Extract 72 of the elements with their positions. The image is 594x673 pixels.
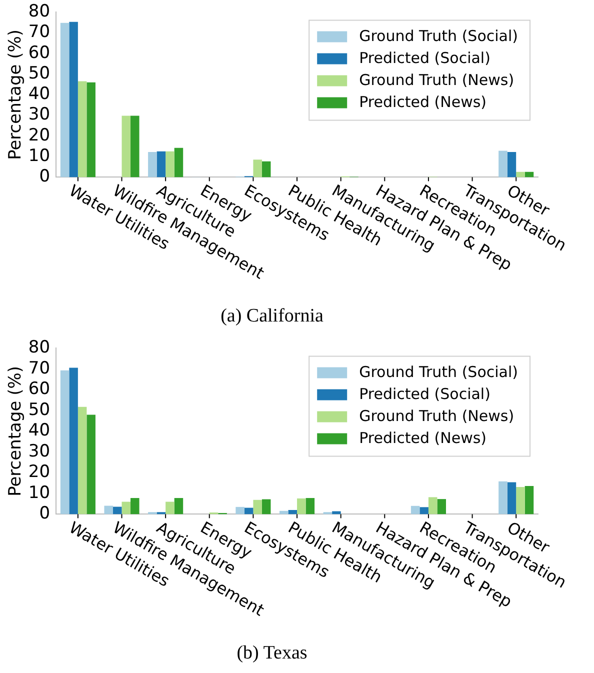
bar xyxy=(86,82,96,178)
y-axis-title: Percentage (%) xyxy=(6,366,26,496)
y-tick-label: 20 xyxy=(28,125,50,146)
bar xyxy=(78,406,87,514)
y-tick-label: 30 xyxy=(28,104,50,125)
bar xyxy=(122,116,131,178)
y-tick-label: 80 xyxy=(28,338,50,358)
legend-label: Ground Truth (Social) xyxy=(359,363,518,382)
y-tick-label: 10 xyxy=(28,482,50,503)
bar xyxy=(420,507,428,514)
bar xyxy=(498,481,508,514)
legend-label: Predicted (Social) xyxy=(359,49,490,68)
y-tick-label: 50 xyxy=(28,400,50,420)
bar xyxy=(104,506,113,514)
bar xyxy=(279,510,288,514)
bar xyxy=(112,506,122,514)
legend-label: Ground Truth (Social) xyxy=(359,27,518,46)
y-tick-label: 80 xyxy=(28,2,50,22)
bar xyxy=(253,500,262,514)
y-tick-label: 60 xyxy=(28,379,50,400)
legend-label: Predicted (Social) xyxy=(359,385,490,404)
bar xyxy=(262,499,271,514)
y-tick-label: 70 xyxy=(28,22,50,42)
bar xyxy=(166,502,174,514)
text: (a) California xyxy=(220,306,324,327)
y-tick-label: 50 xyxy=(28,63,50,84)
bar xyxy=(516,172,525,178)
legend-label: Ground Truth (News) xyxy=(359,71,514,90)
bar xyxy=(507,152,516,178)
bar xyxy=(410,506,420,514)
bar xyxy=(437,499,446,514)
y-tick-label: 40 xyxy=(28,420,50,441)
bar xyxy=(60,22,70,178)
y-tick-label: 30 xyxy=(28,441,50,462)
y-tick-label: 0 xyxy=(39,504,50,524)
bar xyxy=(498,150,508,178)
bar xyxy=(516,487,525,514)
y-tick-label: 60 xyxy=(28,42,50,63)
legend-label: Predicted (News) xyxy=(359,93,487,112)
bar xyxy=(122,502,131,514)
text: (b) Texas xyxy=(236,642,308,664)
bar xyxy=(524,486,534,514)
bar xyxy=(236,506,244,514)
y-tick-label: 0 xyxy=(39,166,50,187)
bar xyxy=(174,498,184,514)
bar xyxy=(130,498,140,514)
y-tick-label: 10 xyxy=(28,146,50,166)
bar xyxy=(130,116,140,178)
y-tick-label: 40 xyxy=(28,84,50,104)
bar xyxy=(78,81,87,178)
bar xyxy=(262,161,271,178)
legend-label: Predicted (News) xyxy=(359,429,487,448)
y-tick-label: 20 xyxy=(28,462,50,482)
y-tick-label: 70 xyxy=(28,358,50,378)
bar xyxy=(156,151,166,178)
bar xyxy=(60,370,70,514)
bar xyxy=(297,498,306,514)
legend-label: Ground Truth (News) xyxy=(359,407,514,426)
bar xyxy=(288,510,298,514)
bar xyxy=(86,414,96,514)
bar xyxy=(166,151,174,178)
y-axis-title: Percentage (%) xyxy=(6,29,26,160)
bar xyxy=(174,148,184,178)
bar xyxy=(69,22,78,178)
bar xyxy=(148,152,157,178)
bar xyxy=(507,482,516,514)
bar xyxy=(244,508,254,514)
bar xyxy=(428,497,438,514)
bar xyxy=(253,160,262,178)
bar xyxy=(69,368,78,514)
bar xyxy=(524,172,534,178)
bar xyxy=(306,498,315,514)
